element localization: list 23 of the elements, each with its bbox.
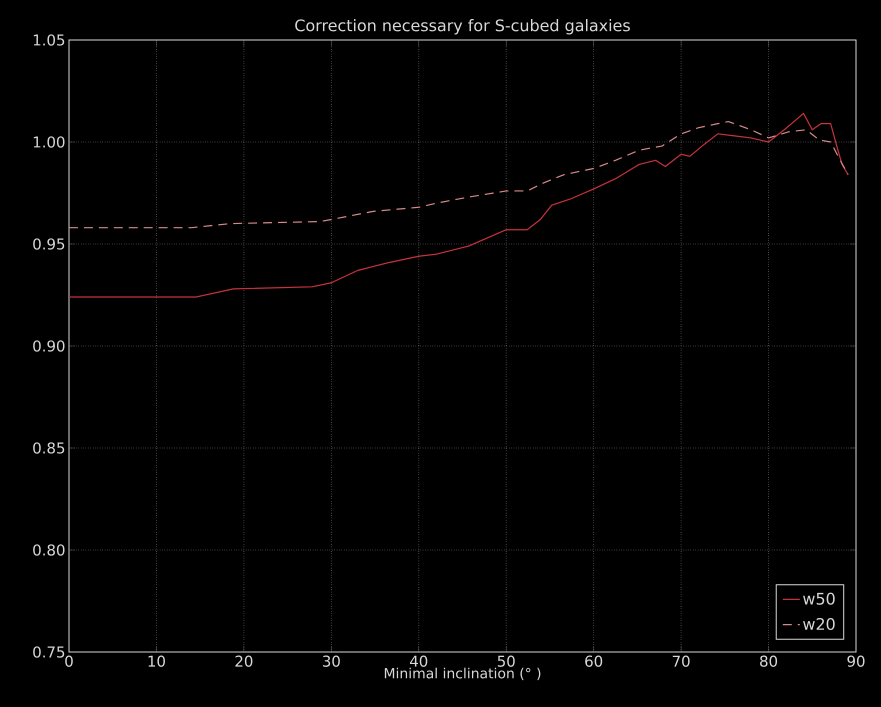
x-tick-label: 20	[235, 656, 252, 667]
y-tick-label: 0.95	[33, 238, 64, 250]
line-series	[69, 120, 849, 228]
x-tick-label: 80	[760, 656, 778, 667]
y-tick-label: 0.75	[33, 646, 64, 658]
y-tick-label: 0.80	[33, 544, 64, 556]
y-tick-label: 1.00	[34, 136, 64, 148]
x-tick-label: 10	[148, 656, 165, 667]
y-tick-label: 0.90	[33, 340, 64, 352]
x-tick-label: 70	[672, 656, 690, 667]
y-tick-label: 1.05	[34, 34, 64, 46]
x-tick-label: 30	[322, 656, 340, 667]
x-tick-label: 90	[847, 656, 865, 667]
legend-label: w50	[803, 592, 835, 605]
y-tick-label: 0.85	[33, 442, 64, 454]
x-axis-title: Minimal inclination (° )	[384, 668, 540, 680]
x-tick-label: 50	[498, 656, 515, 667]
chart-title: Correction necessary for S-cubed galaxies	[295, 19, 630, 34]
x-tick-label: 0	[65, 656, 73, 667]
legend-label: w20	[803, 618, 835, 630]
line-series	[69, 112, 849, 298]
x-tick-label: 40	[410, 656, 428, 667]
x-tick-label: 60	[585, 656, 602, 667]
